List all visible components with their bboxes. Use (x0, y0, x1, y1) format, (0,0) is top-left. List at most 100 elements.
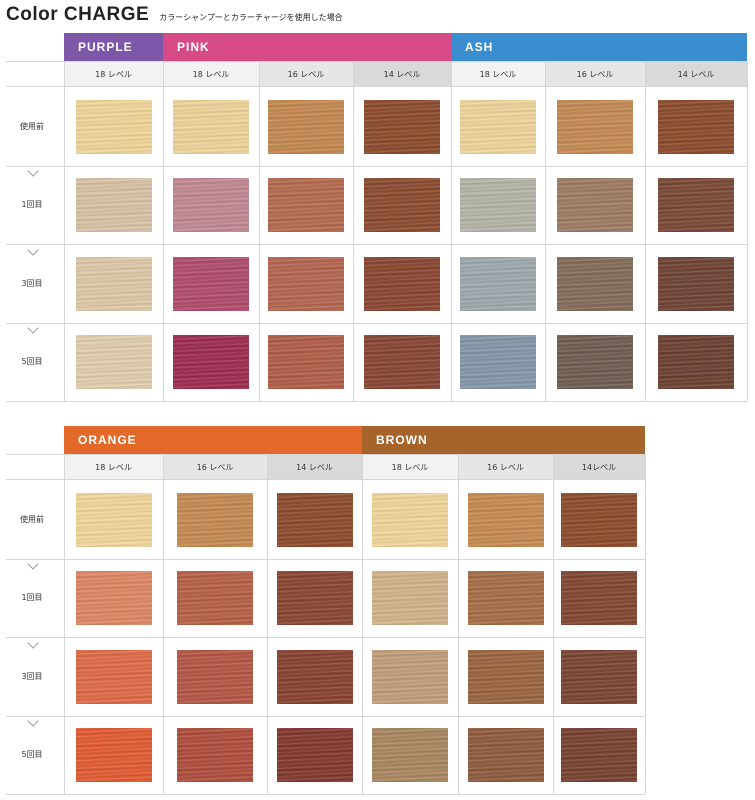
level-header: 18 レベル (64, 455, 163, 479)
hair-swatch (276, 493, 353, 547)
hair-swatch (177, 571, 253, 625)
grid-line (6, 323, 747, 324)
hair-swatch (372, 650, 448, 704)
hair-swatch (75, 257, 152, 311)
brand-header-brown: BROWN (362, 426, 645, 454)
hair-swatch (557, 257, 633, 311)
hair-swatch (364, 100, 440, 154)
chevron-down-icon (27, 715, 39, 727)
grid-line (259, 61, 260, 401)
grid-line (64, 454, 65, 794)
hair-swatch (177, 728, 253, 782)
hair-swatch (658, 100, 734, 154)
hair-swatch (268, 100, 344, 154)
hair-swatch (75, 100, 152, 154)
hair-swatch (557, 178, 633, 232)
hair-swatch (460, 100, 536, 154)
row-label: 使用前 (20, 122, 44, 131)
hair-swatch (268, 178, 344, 232)
row-label: 5回目 (21, 750, 43, 759)
hair-swatch (276, 650, 353, 704)
grid-line (163, 454, 164, 794)
brand-header-pink: PINK (163, 33, 451, 61)
grid-line (6, 479, 645, 480)
level-header: 16 レベル (458, 455, 553, 479)
hair-swatch (75, 728, 152, 782)
level-header: 16 レベル (545, 62, 645, 86)
level-header: 16 レベル (163, 455, 267, 479)
level-header: 18 レベル (451, 62, 545, 86)
brand-header-ash: ASH (451, 33, 747, 61)
hair-swatch (467, 728, 544, 782)
hair-swatch (467, 493, 544, 547)
grid-line (451, 61, 452, 401)
chevron-down-icon (27, 244, 39, 256)
hair-swatch (372, 728, 448, 782)
row-label: 1回目 (21, 200, 43, 209)
grid-line (553, 454, 554, 794)
hair-swatch (372, 493, 448, 547)
hair-swatch (658, 178, 734, 232)
level-header: 18 レベル (163, 62, 259, 86)
hair-swatch (460, 335, 536, 389)
grid-line (6, 454, 645, 455)
chevron-down-icon (27, 637, 39, 649)
grid-line (267, 454, 268, 794)
grid-line (6, 166, 747, 167)
grid-line (6, 794, 645, 795)
hair-swatch (173, 100, 249, 154)
hair-swatch (276, 728, 353, 782)
grid-line (163, 61, 164, 401)
hair-swatch (75, 335, 152, 389)
hair-swatch (658, 257, 734, 311)
grid-line (353, 61, 354, 401)
hair-swatch (177, 493, 253, 547)
row-label: 3回目 (21, 279, 43, 288)
level-header: 16 レベル (259, 62, 353, 86)
grid-line (6, 86, 747, 87)
level-header: 14 レベル (645, 62, 747, 86)
row-label: 1回目 (21, 593, 43, 602)
level-header: 14 レベル (353, 62, 451, 86)
hair-swatch (268, 257, 344, 311)
hair-swatch (268, 335, 344, 389)
hair-swatch (658, 335, 734, 389)
hair-swatch (557, 335, 633, 389)
level-header: 18 レベル (362, 455, 458, 479)
row-label: 3回目 (21, 672, 43, 681)
hair-swatch (177, 650, 253, 704)
hair-swatch (173, 257, 249, 311)
hair-swatch (561, 650, 637, 704)
grid-line (6, 61, 747, 62)
page-subtitle: カラーシャンプーとカラーチャージを使用した場合 (159, 13, 343, 22)
hair-swatch (276, 571, 353, 625)
grid-line (362, 454, 363, 794)
level-header: 18 レベル (64, 62, 163, 86)
grid-line (545, 61, 546, 401)
chevron-down-icon (27, 165, 39, 177)
hair-swatch (561, 493, 637, 547)
brand-header-purple: PURPLE (64, 33, 163, 61)
hair-swatch (460, 257, 536, 311)
grid-line (6, 401, 747, 402)
grid-line (6, 244, 747, 245)
hair-swatch (561, 728, 637, 782)
hair-swatch (561, 571, 637, 625)
level-header: 14 レベル (267, 455, 362, 479)
chevron-down-icon (27, 322, 39, 334)
hair-swatch (467, 571, 544, 625)
hair-swatch (364, 335, 440, 389)
hair-swatch (364, 178, 440, 232)
hair-swatch (75, 178, 152, 232)
grid-line (645, 454, 646, 794)
grid-line (64, 61, 65, 401)
grid-line (6, 716, 645, 717)
hair-swatch (75, 571, 152, 625)
hair-swatch (75, 650, 152, 704)
hair-swatch (467, 650, 544, 704)
hair-swatch (364, 257, 440, 311)
grid-line (6, 637, 645, 638)
level-header: 14レベル (553, 455, 645, 479)
hair-swatch (557, 100, 633, 154)
grid-line (645, 61, 646, 401)
